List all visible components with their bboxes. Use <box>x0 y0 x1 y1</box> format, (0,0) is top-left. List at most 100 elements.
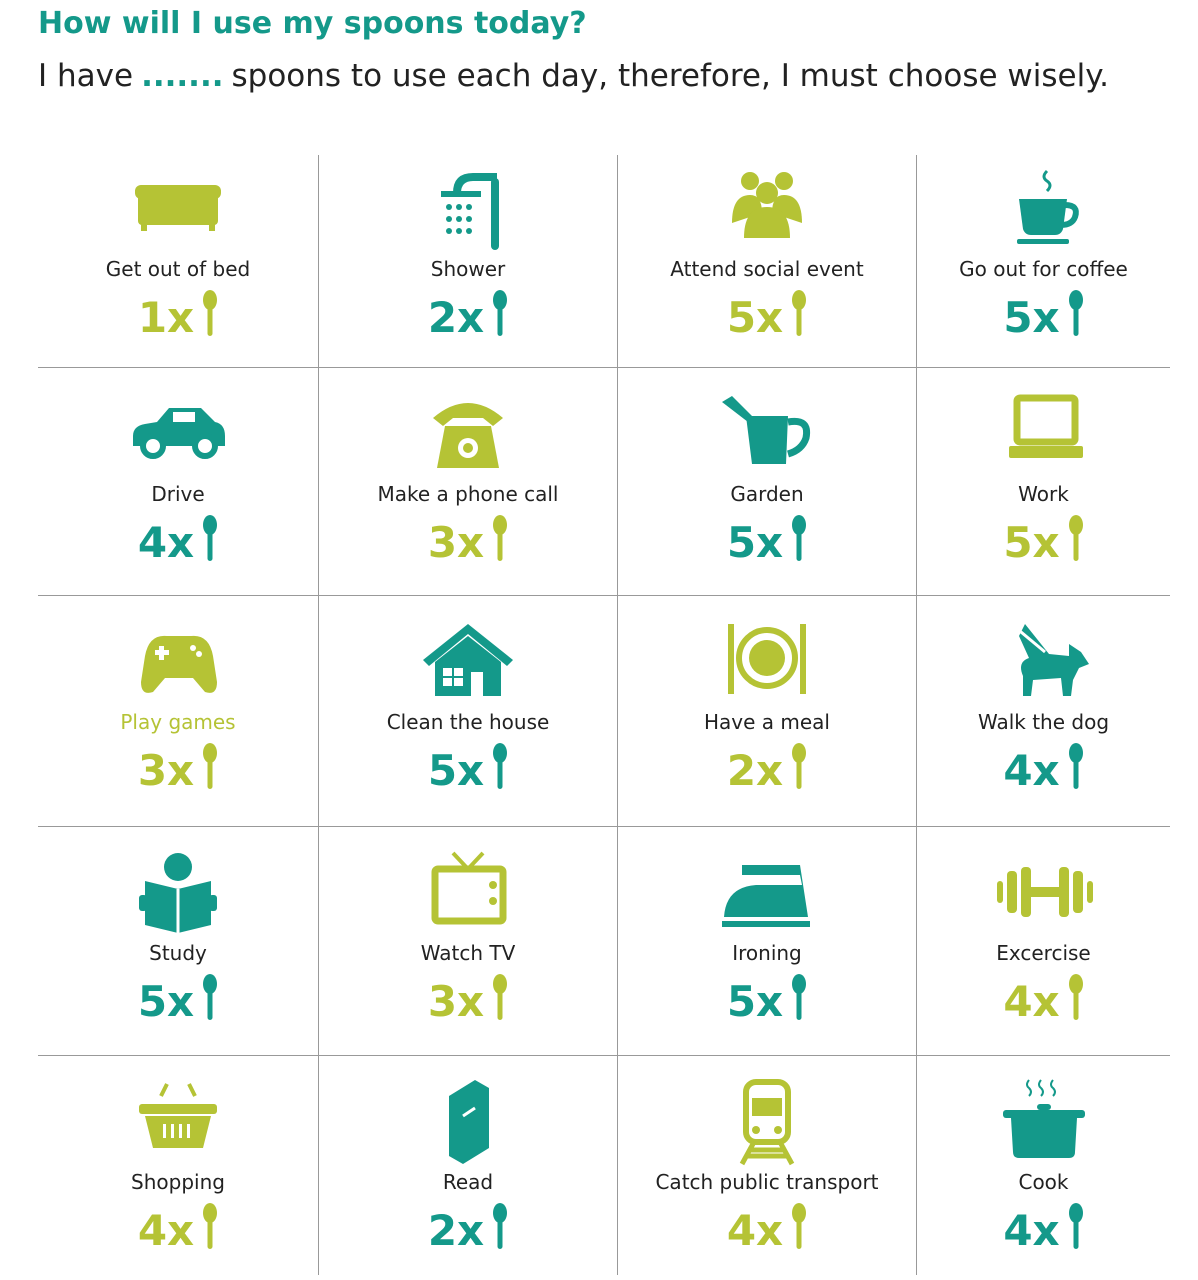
spoon-icon <box>203 743 218 789</box>
activity-cell: Excercise 4x <box>916 826 1170 1055</box>
count-text: 5x <box>726 293 784 342</box>
spoon-count: 2x <box>618 743 916 795</box>
activity-cell: Read 2x <box>318 1055 617 1275</box>
activity-cell: Have a meal 2x <box>617 595 916 826</box>
activity-label: Cook <box>1018 1170 1069 1194</box>
spoon-icon <box>493 515 508 561</box>
activity-icon <box>441 173 499 250</box>
spoon-icon <box>792 515 807 561</box>
activity-label: Read <box>442 1170 494 1194</box>
spoon-icon <box>203 290 218 336</box>
activity-icon <box>722 865 810 927</box>
count-text: 4x <box>1003 1206 1060 1255</box>
activity-icon <box>141 635 217 693</box>
count-text: 4x <box>1003 746 1060 795</box>
spoon-icon <box>792 290 807 336</box>
spoon-icon <box>1068 515 1083 561</box>
spoon-icon <box>1068 743 1083 789</box>
spoon-count: 5x <box>917 515 1170 567</box>
spoon-icon <box>493 974 508 1020</box>
subtitle: I have....... spoons to use each day, the… <box>38 58 1109 94</box>
count-text: 4x <box>1003 977 1060 1026</box>
activity-icon <box>133 408 225 459</box>
count-text: 5x <box>1003 518 1060 567</box>
activity-cell: Drive 4x <box>38 367 318 595</box>
spoon-count: 5x <box>618 974 916 1026</box>
count-text: 3x <box>137 746 195 795</box>
spoon-icon <box>1068 1203 1083 1249</box>
spoon-count: 4x <box>38 515 318 567</box>
activity-label: Work <box>1018 482 1069 506</box>
activity-cell: Get out of bed 1x <box>38 155 318 367</box>
activity-icon <box>996 867 1093 917</box>
activity-icon <box>423 624 513 696</box>
subtitle-start: I have <box>38 58 134 94</box>
count-text: 5x <box>427 746 485 795</box>
activity-icon <box>1008 394 1083 458</box>
activity-cell: Walk the dog 4x <box>916 595 1170 826</box>
spoon-count: 3x <box>319 974 617 1026</box>
activity-label: Play games <box>120 710 236 734</box>
spoon-count: 4x <box>618 1203 916 1255</box>
activity-cell: Shopping 4x <box>38 1055 318 1275</box>
activity-cell: Watch TV 3x <box>318 826 617 1055</box>
spoon-count: 1x <box>38 290 318 342</box>
activity-icon <box>1016 169 1079 244</box>
activity-cell: Work 5x <box>916 367 1170 595</box>
spoon-count: 5x <box>319 743 617 795</box>
activity-cell: Cook 4x <box>916 1055 1170 1275</box>
activity-icon <box>739 1079 795 1166</box>
subtitle-end: spoons to use each day, therefore, I mus… <box>231 58 1109 94</box>
activity-label: Garden <box>730 482 804 506</box>
spoon-count: 3x <box>319 515 617 567</box>
spoon-icon <box>493 1203 508 1249</box>
spoon-count: 3x <box>38 743 318 795</box>
activity-label: Study <box>149 941 207 965</box>
activity-label: Make a phone call <box>377 482 559 506</box>
activity-cell: Make a phone call 3x <box>318 367 617 595</box>
count-text: 2x <box>427 1206 485 1255</box>
spoon-icon <box>203 515 218 561</box>
activity-icon <box>139 853 217 933</box>
activity-cell: Attend social event 5x <box>617 155 916 367</box>
activity-icon <box>722 396 811 464</box>
count-text: 2x <box>726 746 784 795</box>
activity-icon <box>139 1083 217 1148</box>
spoon-count: 2x <box>319 1203 617 1255</box>
activity-cell: Go out for coffee 5x <box>916 155 1170 367</box>
activity-icon <box>732 172 802 238</box>
activity-label: Get out of bed <box>105 257 251 281</box>
spoon-count: 4x <box>38 1203 318 1255</box>
activity-icon <box>449 1080 489 1164</box>
spoon-icon <box>493 743 508 789</box>
count-text: 5x <box>137 977 195 1026</box>
spoon-icon <box>792 743 807 789</box>
count-text: 5x <box>726 518 784 567</box>
activity-cell: Clean the house 5x <box>318 595 617 826</box>
count-text: 4x <box>726 1206 784 1255</box>
activity-icon <box>433 403 503 468</box>
activity-label: Walk the dog <box>977 710 1110 734</box>
activity-cell: Garden 5x <box>617 367 916 595</box>
spoon-icon <box>203 1203 218 1249</box>
activity-icon <box>431 851 507 925</box>
spoon-icon <box>493 290 508 336</box>
activity-label: Shower <box>430 257 506 281</box>
spoon-count: 5x <box>917 290 1170 342</box>
blank: ....... <box>141 58 224 94</box>
spoon-count: 5x <box>618 290 916 342</box>
count-text: 2x <box>427 293 485 342</box>
activity-icon <box>1007 620 1089 696</box>
count-text: 1x <box>137 293 195 342</box>
activity-icon <box>1002 1079 1085 1158</box>
activity-cell: Study 5x <box>38 826 318 1055</box>
spoon-count: 5x <box>38 974 318 1026</box>
activity-label: Attend social event <box>670 257 864 281</box>
spoon-count: 2x <box>319 290 617 342</box>
activity-label: Shopping <box>131 1170 225 1194</box>
activity-label: Watch TV <box>420 941 516 965</box>
activity-icon <box>135 185 221 231</box>
activity-grid: Get out of bed 1x Shower 2x Attend social ev… <box>38 155 1170 1275</box>
count-text: 3x <box>427 977 485 1026</box>
